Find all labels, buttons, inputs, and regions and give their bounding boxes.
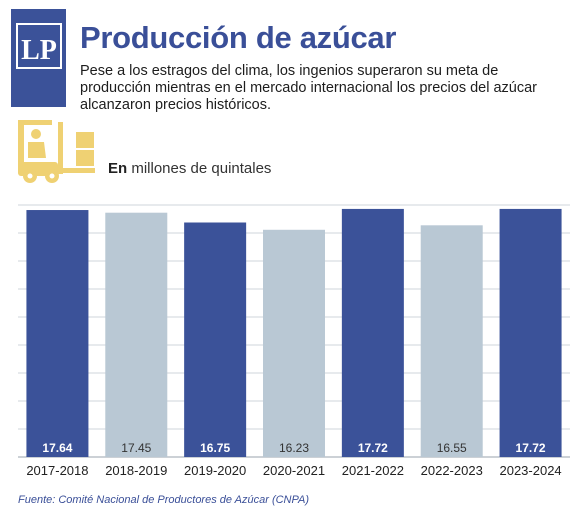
logo-text: LP: [21, 35, 57, 66]
brand-logo: LP: [11, 9, 66, 107]
category-label-2018-2019: 2018-2019: [105, 463, 167, 478]
bar-2019-2020: [184, 222, 247, 457]
bar-2020-2021: [263, 229, 325, 457]
chart-unit-label: En millones de quintales: [108, 160, 271, 177]
category-label-2023-2024: 2023-2024: [499, 463, 561, 478]
bar-2023-2024: [499, 208, 562, 457]
chart-value-labels: 17.64 17.45 16.75 16.23 17.72 16.55 17.72: [42, 441, 545, 455]
category-label-2019-2020: 2019-2020: [184, 463, 246, 478]
category-label-2017-2018: 2017-2018: [26, 463, 88, 478]
value-label-2020-2021: 16.23: [279, 441, 309, 455]
bar-2017-2018: [26, 210, 89, 457]
value-label-2018-2019: 17.45: [121, 441, 151, 455]
unit-bold: En: [108, 160, 128, 177]
source-note: Fuente: Comité Nacional de Productores d…: [18, 494, 310, 506]
page-subtitle: Pese a los estragos del clima, los ingen…: [80, 63, 537, 113]
value-label-2023-2024: 17.72: [516, 441, 546, 455]
bar-2021-2022: [341, 208, 404, 457]
bar-2018-2019: [105, 212, 168, 457]
value-label-2021-2022: 17.72: [358, 441, 388, 455]
logo-mark-icon: LP: [16, 23, 62, 69]
value-label-2017-2018: 17.64: [42, 441, 72, 455]
category-label-2022-2023: 2022-2023: [421, 463, 483, 478]
category-label-2020-2021: 2020-2021: [263, 463, 325, 478]
bar-2022-2023: [420, 225, 483, 457]
unit-rest: millones de quintales: [127, 160, 272, 177]
value-label-2022-2023: 16.55: [437, 441, 467, 455]
forklift-icon: [18, 120, 95, 183]
category-label-2021-2022: 2021-2022: [342, 463, 404, 478]
chart-category-labels: 2017-2018 2018-2019 2019-2020 2020-2021 2021…: [26, 463, 561, 478]
page-title: Producción de azúcar: [80, 20, 397, 55]
chart-bars: [26, 208, 562, 457]
value-label-2019-2020: 16.75: [200, 441, 230, 455]
